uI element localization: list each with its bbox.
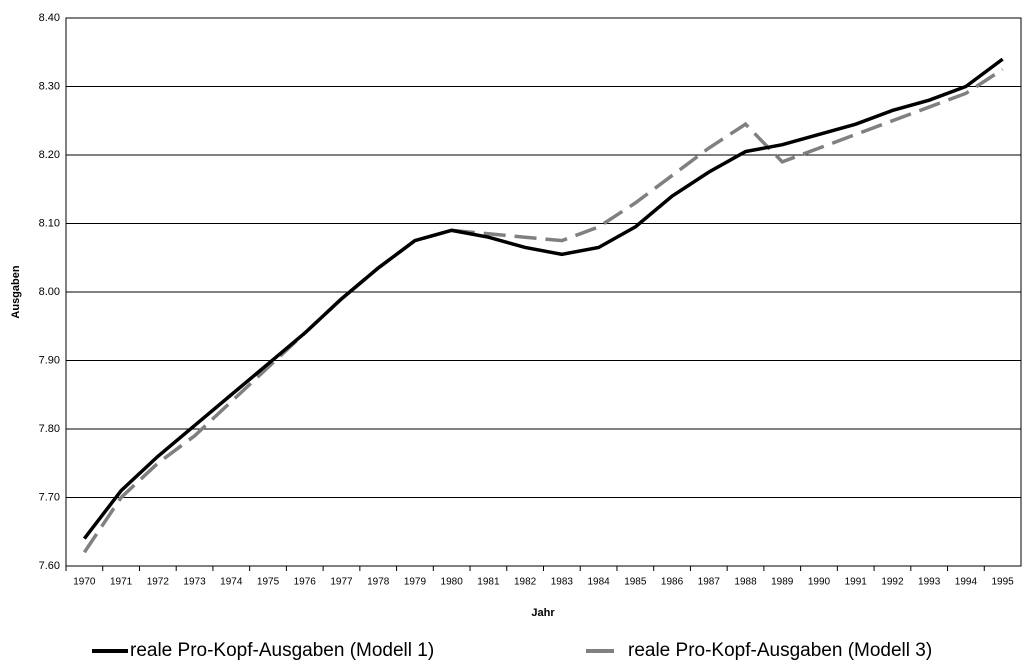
x-tick-label: 1976 xyxy=(294,577,317,588)
x-tick-label: 1983 xyxy=(551,577,574,588)
x-tick-label: 1993 xyxy=(918,577,941,588)
x-tick-label: 1991 xyxy=(845,577,868,588)
x-tick-label: 1971 xyxy=(110,577,133,588)
x-tick-label: 1994 xyxy=(955,577,978,588)
x-tick-label: 1989 xyxy=(771,577,794,588)
x-tick-label: 1984 xyxy=(587,577,610,588)
data-line xyxy=(82,67,1004,554)
legend-label: reale Pro-Kopf-Ausgaben (Modell 1) xyxy=(130,640,434,661)
x-tick-label: 1987 xyxy=(698,577,721,588)
x-tick-label: 1992 xyxy=(881,577,904,588)
x-tick-label: 1972 xyxy=(147,577,170,588)
x-tick-label: 1970 xyxy=(73,577,96,588)
data-line xyxy=(82,57,1004,540)
y-tick-label: 8.40 xyxy=(39,12,60,24)
y-tick-label: 7.70 xyxy=(39,491,60,503)
x-tick-label: 1982 xyxy=(514,577,537,588)
x-axis-title: Jahr xyxy=(531,607,555,619)
x-tick-label: 1977 xyxy=(330,577,353,588)
x-tick-label: 1979 xyxy=(404,577,427,588)
x-tick-label: 1995 xyxy=(992,577,1015,588)
x-tick-label: 1973 xyxy=(183,577,206,588)
y-tick-label: 7.90 xyxy=(39,354,60,366)
x-tick-label: 1990 xyxy=(808,577,831,588)
y-tick-label: 8.00 xyxy=(39,286,60,298)
y-tick-label: 8.20 xyxy=(39,149,60,161)
x-tick-label: 1980 xyxy=(441,577,464,588)
x-tick-label: 1988 xyxy=(734,577,757,588)
x-tick-label: 1975 xyxy=(257,577,280,588)
y-tick-label: 7.80 xyxy=(39,423,60,435)
y-axis-title: Ausgaben xyxy=(10,265,22,318)
x-tick-label: 1986 xyxy=(661,577,684,588)
y-tick-label: 8.10 xyxy=(39,217,60,229)
x-tick-label: 1978 xyxy=(367,577,390,588)
x-tick-label: 1974 xyxy=(220,577,243,588)
y-tick-label: 7.60 xyxy=(39,560,60,572)
x-tick-label: 1985 xyxy=(624,577,647,588)
y-tick-label: 8.30 xyxy=(39,80,60,92)
legend-label: reale Pro-Kopf-Ausgaben (Modell 3) xyxy=(628,640,932,661)
x-tick-label: 1981 xyxy=(477,577,500,588)
